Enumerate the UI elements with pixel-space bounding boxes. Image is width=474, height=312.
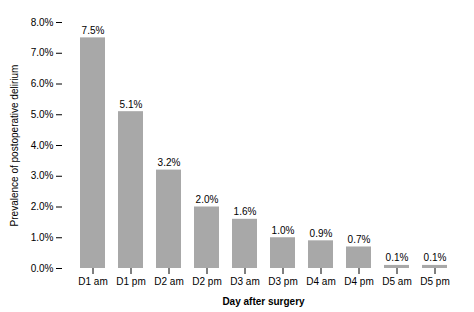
svg-text:D4 pm: D4 pm	[344, 276, 373, 287]
svg-text:7.5%: 7.5%	[82, 25, 105, 36]
svg-text:4.0%: 4.0%	[31, 140, 54, 151]
svg-text:D3 am: D3 am	[230, 276, 259, 287]
svg-text:3.0%: 3.0%	[31, 170, 54, 181]
svg-text:Day after surgery: Day after surgery	[222, 296, 305, 307]
svg-text:2.0%: 2.0%	[196, 194, 219, 205]
svg-text:1.6%: 1.6%	[234, 206, 257, 217]
svg-text:D1 am: D1 am	[78, 276, 107, 287]
svg-text:D2 pm: D2 pm	[192, 276, 221, 287]
svg-text:0.9%: 0.9%	[310, 228, 333, 239]
svg-text:D3 pm: D3 pm	[268, 276, 297, 287]
svg-text:0.1%: 0.1%	[424, 252, 447, 263]
svg-text:8.0%: 8.0%	[31, 17, 54, 28]
svg-text:Prevalence of postoperative de: Prevalence of postoperative delirium	[9, 65, 20, 227]
svg-text:D1 pm: D1 pm	[116, 276, 145, 287]
svg-text:0.0%: 0.0%	[31, 263, 54, 274]
svg-text:1.0%: 1.0%	[272, 225, 295, 236]
svg-text:D5 am: D5 am	[382, 276, 411, 287]
svg-text:6.0%: 6.0%	[31, 78, 54, 89]
svg-text:2.0%: 2.0%	[31, 201, 54, 212]
svg-text:D2 am: D2 am	[154, 276, 183, 287]
svg-text:7.0%: 7.0%	[31, 47, 54, 58]
svg-text:0.1%: 0.1%	[386, 252, 409, 263]
svg-text:0.7%: 0.7%	[348, 234, 371, 245]
svg-text:5.1%: 5.1%	[120, 99, 143, 110]
svg-text:5.0%: 5.0%	[31, 109, 54, 120]
svg-text:D5 pm: D5 pm	[420, 276, 449, 287]
svg-text:3.2%: 3.2%	[158, 157, 181, 168]
svg-text:D4 am: D4 am	[306, 276, 335, 287]
svg-text:1.0%: 1.0%	[31, 232, 54, 243]
